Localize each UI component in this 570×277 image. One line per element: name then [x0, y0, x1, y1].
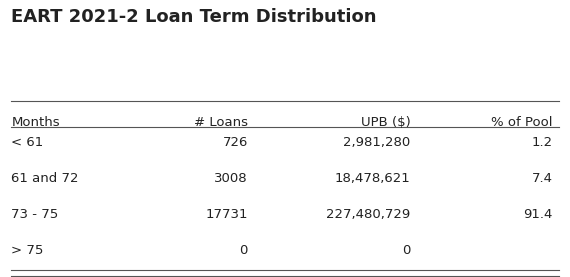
- Text: 1.2: 1.2: [532, 136, 553, 149]
- Text: Months: Months: [11, 116, 60, 129]
- Text: % of Pool: % of Pool: [491, 116, 553, 129]
- Text: > 75: > 75: [11, 244, 44, 257]
- Text: 91.4: 91.4: [523, 208, 553, 221]
- Text: 61 and 72: 61 and 72: [11, 172, 79, 185]
- Text: < 61: < 61: [11, 136, 44, 149]
- Text: 7.4: 7.4: [532, 172, 553, 185]
- Text: 73 - 75: 73 - 75: [11, 208, 59, 221]
- Text: 3008: 3008: [214, 172, 248, 185]
- Text: 18,478,621: 18,478,621: [335, 172, 410, 185]
- Text: 17731: 17731: [205, 208, 248, 221]
- Text: 2,981,280: 2,981,280: [343, 136, 410, 149]
- Text: 726: 726: [222, 136, 248, 149]
- Text: 0: 0: [402, 244, 410, 257]
- Text: EART 2021-2 Loan Term Distribution: EART 2021-2 Loan Term Distribution: [11, 8, 377, 26]
- Text: # Loans: # Loans: [194, 116, 248, 129]
- Text: 227,480,729: 227,480,729: [326, 208, 410, 221]
- Text: 0: 0: [239, 244, 248, 257]
- Text: UPB ($): UPB ($): [361, 116, 410, 129]
